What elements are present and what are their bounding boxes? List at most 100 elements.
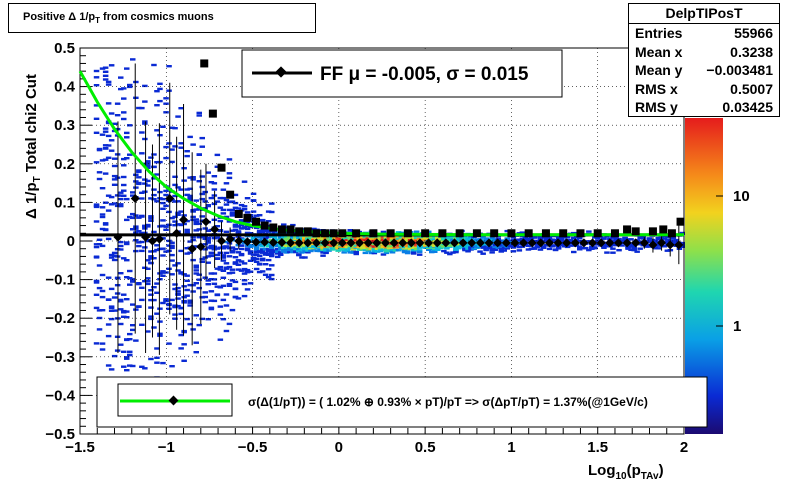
heat-cell — [220, 259, 227, 262]
heat-cell — [151, 188, 157, 191]
heat-cell — [163, 97, 169, 100]
heat-cell — [229, 229, 236, 232]
heat-cell — [211, 299, 218, 303]
heat-cell — [127, 277, 133, 280]
heat-cell — [371, 245, 378, 248]
heat-cell — [552, 248, 559, 251]
heat-cell — [172, 264, 178, 267]
heat-cell — [142, 84, 148, 88]
square-marker — [369, 229, 378, 238]
heat-cell — [480, 246, 486, 249]
diamond-marker — [639, 238, 649, 248]
heat-cell — [256, 250, 263, 253]
heat-cell — [250, 199, 257, 202]
heat-cell — [531, 235, 538, 238]
heat-cell — [628, 238, 634, 241]
heat-cell — [108, 368, 115, 371]
heat-cell — [259, 244, 266, 248]
heat-cell — [284, 251, 290, 254]
heat-cell — [241, 279, 248, 282]
heat-cell — [93, 281, 100, 284]
heat-cell — [151, 286, 157, 289]
heat-cell — [338, 245, 344, 248]
heat-cell — [199, 296, 205, 299]
heat-cell — [326, 241, 332, 244]
heat-cell — [175, 297, 181, 300]
heat-cell — [148, 298, 154, 302]
heat-cell — [616, 237, 622, 241]
heat-cell — [480, 243, 486, 247]
heat-cell — [420, 239, 426, 243]
heat-cell — [244, 271, 251, 274]
heat-cell — [99, 342, 106, 345]
heat-cell — [670, 241, 677, 244]
heat-cell — [193, 199, 199, 202]
heat-cell — [190, 328, 196, 331]
heat-cell — [241, 238, 248, 241]
heat-cell — [386, 237, 393, 240]
heat-cell — [269, 273, 275, 277]
square-marker — [338, 229, 347, 238]
diamond-marker — [596, 238, 606, 248]
heat-cell — [262, 273, 269, 276]
heat-cell — [102, 78, 109, 81]
heat-cell — [181, 296, 187, 299]
heat-cell — [187, 198, 193, 202]
heat-cell — [214, 285, 221, 288]
heat-cell — [308, 249, 314, 253]
heat-cell — [401, 250, 408, 254]
heat-cell — [127, 283, 133, 286]
heat-cell — [471, 247, 477, 251]
heat-cell — [462, 236, 468, 239]
heat-cell — [628, 243, 634, 246]
heat-cell — [133, 96, 139, 99]
heat-cell — [154, 248, 160, 252]
heat-cell — [172, 305, 178, 309]
heat-cell — [193, 282, 199, 285]
diamond-marker — [303, 238, 313, 248]
diamond-marker — [441, 238, 451, 248]
heat-cell — [154, 90, 160, 93]
heat-cell — [341, 247, 347, 251]
heat-cell — [148, 197, 154, 200]
heat-cell — [269, 253, 275, 256]
heat-cell — [314, 246, 320, 249]
heat-cell — [178, 188, 184, 191]
heat-cell — [130, 58, 136, 61]
heat-cell — [516, 238, 523, 241]
heat-cell — [244, 248, 251, 252]
heat-cell — [187, 301, 193, 304]
heat-cell — [151, 165, 157, 169]
heat-cell — [111, 251, 118, 255]
y-tick-label: −0.5 — [45, 426, 75, 443]
heat-cell — [525, 248, 532, 251]
heat-cell — [184, 252, 190, 255]
fit-legend: FF μ = -0.005, σ = 0.015 — [241, 49, 563, 98]
heat-cell — [320, 254, 326, 257]
heat-cell — [102, 147, 109, 150]
heat-cell — [148, 215, 154, 218]
heat-cell — [124, 241, 130, 244]
heat-cell — [154, 161, 160, 164]
heat-cell — [220, 247, 227, 250]
square-marker — [243, 213, 252, 222]
diamond-marker — [130, 194, 140, 204]
heat-cell — [217, 206, 224, 209]
heat-cell — [217, 246, 224, 249]
heat-cell — [160, 271, 166, 274]
heat-cell — [299, 251, 305, 254]
heat-cell — [486, 246, 492, 249]
heat-cell — [371, 249, 378, 252]
heat-cell — [220, 254, 227, 257]
heat-cell — [226, 265, 233, 269]
heat-cell — [468, 246, 474, 249]
heat-cell — [238, 253, 245, 257]
heat-cell — [287, 237, 293, 240]
heat-cell — [172, 127, 178, 130]
heat-cell — [447, 244, 453, 247]
heat-cell — [335, 247, 341, 250]
heat-cell — [99, 244, 106, 248]
diamond-marker — [570, 238, 580, 248]
heat-cell — [244, 211, 251, 214]
heat-cell — [190, 143, 196, 146]
